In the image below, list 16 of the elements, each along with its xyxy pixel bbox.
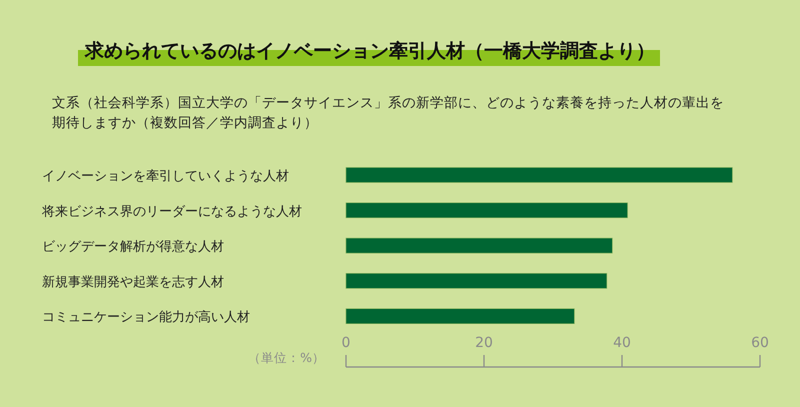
- y-tick-label: イノベーションを牽引していくような人材: [42, 169, 289, 184]
- bar: [346, 308, 575, 324]
- y-tick-label: 新規事業開発や起業を志す人材: [42, 274, 224, 290]
- chart-subtitle: 文系（社会科学系）国立大学の「データサイエンス」系の新学部に、どのような素養を持った人材の輩出を期待しますか（複数回答／学内調査より）: [52, 95, 724, 131]
- x-tick-label: 60: [751, 335, 769, 351]
- y-tick-label: コミュニケーション能力が高い人材: [42, 309, 250, 326]
- x-tick-label: 0: [342, 335, 350, 351]
- y-tick-label: 将来ビジネス界のリーダーになるような人材: [41, 204, 302, 220]
- bar: [346, 238, 613, 254]
- x-tick-label: 40: [613, 335, 631, 351]
- bar: [346, 167, 733, 183]
- text: （単位：%）: [248, 350, 325, 365]
- y-tick-label: ビッグデータ解析が得意な人材: [42, 240, 224, 255]
- x-tick-label: 20: [475, 335, 493, 351]
- bar: [346, 202, 628, 218]
- bar: [346, 273, 608, 289]
